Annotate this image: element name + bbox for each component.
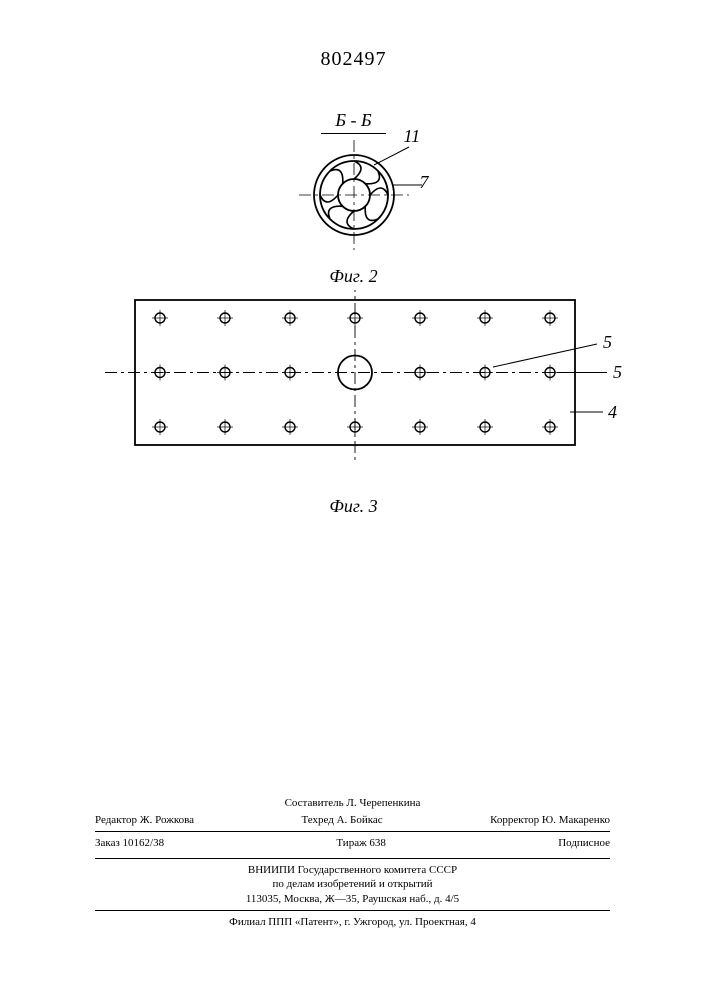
- fig3-callout-5b: 5: [613, 362, 622, 382]
- fig3-callout-5a: 5: [603, 332, 612, 352]
- footer-rule-2: [95, 858, 610, 859]
- footer-branch: Филиал ППП «Патент», г. Ужгород, ул. Про…: [95, 915, 610, 930]
- figure-2: Б - Б 11 7: [0, 110, 707, 287]
- footer-rule-1: [95, 831, 610, 832]
- figure-3: 5 5 4 Фиг. 3: [0, 290, 707, 517]
- fig2-callout-11: 11: [404, 126, 421, 147]
- footer-corrector: Корректор Ю. Макаренко: [490, 813, 610, 828]
- patent-number: 802497: [0, 48, 707, 71]
- footer-rule-3: [95, 910, 610, 911]
- fig3-caption: Фиг. 3: [0, 496, 707, 517]
- footer-block: Составитель Л. Черепенкина Редактор Ж. Р…: [95, 796, 610, 930]
- footer-org1: ВНИИПИ Государственного комитета СССР: [95, 863, 610, 878]
- footer-circulation: Тираж 638: [336, 836, 386, 851]
- fig2-drawing: [244, 140, 464, 260]
- footer-org3: 113035, Москва, Ж—35, Раушская наб., д. …: [95, 892, 610, 907]
- footer-org2: по делам изобретений и открытий: [95, 877, 610, 892]
- fig3-callout-4: 4: [608, 402, 617, 422]
- fig2-section-label: Б - Б: [321, 110, 385, 134]
- fig3-drawing: 5 5 4: [0, 290, 707, 490]
- footer-editor: Редактор Ж. Рожкова: [95, 813, 194, 828]
- footer-compiler: Составитель Л. Черепенкина: [95, 796, 610, 811]
- footer-subscription: Подписное: [558, 836, 610, 851]
- footer-order: Заказ 10162/38: [95, 836, 164, 851]
- patent-page: 802497 Б - Б: [0, 0, 707, 1000]
- fig2-callout-7: 7: [420, 172, 429, 193]
- fig2-caption: Фиг. 2: [0, 266, 707, 287]
- footer-techred: Техред А. Бойкас: [301, 813, 382, 828]
